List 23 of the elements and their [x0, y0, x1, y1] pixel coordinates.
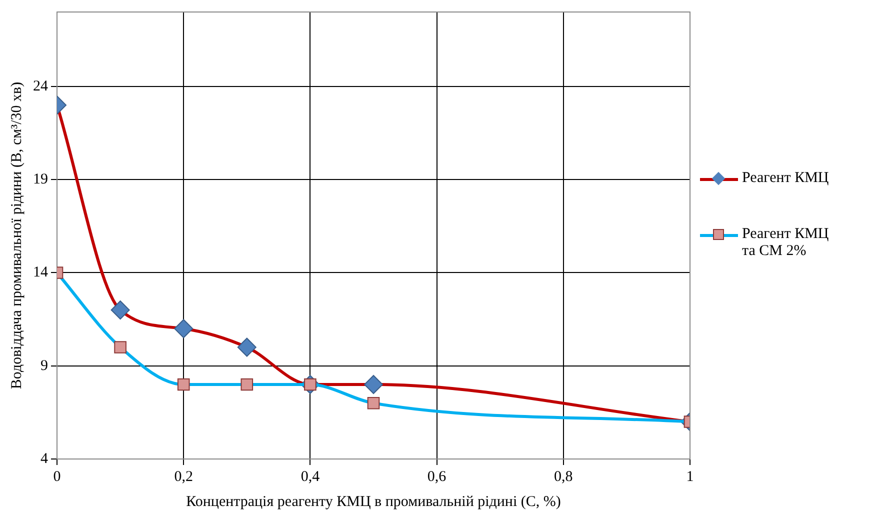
x-tick-label: 0,6	[427, 468, 447, 485]
point	[367, 396, 380, 410]
point	[237, 338, 256, 357]
point	[177, 378, 190, 391]
x-axis-title: Концентрація реагенту КМЦ в промивальній рідині (C, %)	[186, 494, 561, 510]
y-tick-label: 4	[40, 450, 48, 467]
legend-label: Реагент КМЦ та СМ 2%	[742, 226, 830, 260]
y-axis-title: Водовіддача промивальної рідини (B, см³/30 хв)	[8, 82, 25, 390]
point	[174, 319, 194, 338]
point	[114, 341, 126, 354]
x-tick-label: 0	[53, 468, 61, 485]
y-tick-label: 24	[33, 78, 48, 94]
point	[364, 375, 383, 394]
x-tick-label: 1	[686, 468, 694, 485]
y-tick-label: 19	[33, 172, 48, 188]
point	[240, 378, 254, 391]
x-tick-label: 0,4	[300, 468, 320, 485]
y-tick-label: 9	[40, 358, 48, 374]
x-tick-label: 0,2	[174, 468, 193, 485]
legend-label: Реагент КМЦ	[742, 170, 829, 187]
y-tick-label: 14	[33, 264, 48, 281]
point	[110, 300, 130, 320]
x-tick-label: 0,8	[554, 468, 573, 485]
